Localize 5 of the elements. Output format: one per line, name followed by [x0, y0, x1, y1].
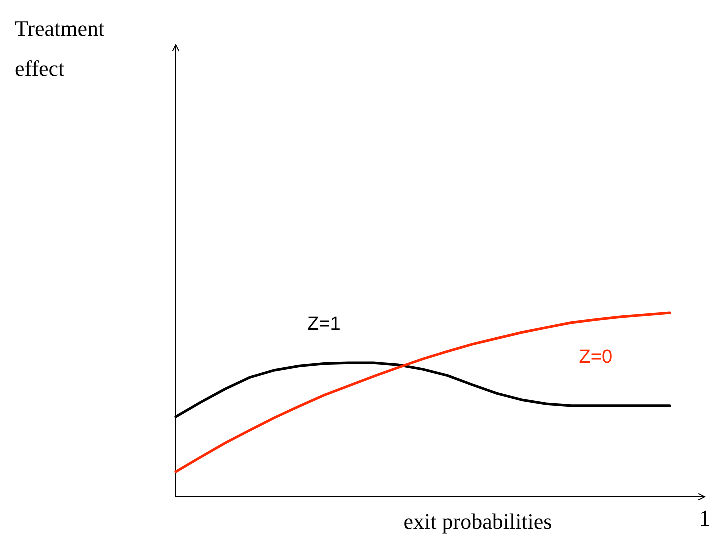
text: 1 [699, 506, 711, 531]
series-label: Z=1 [308, 314, 341, 336]
text: Treatment effect [15, 16, 105, 81]
series-label: Z=0 [579, 346, 613, 368]
x-axis-title: exit probabilities [404, 509, 552, 534]
